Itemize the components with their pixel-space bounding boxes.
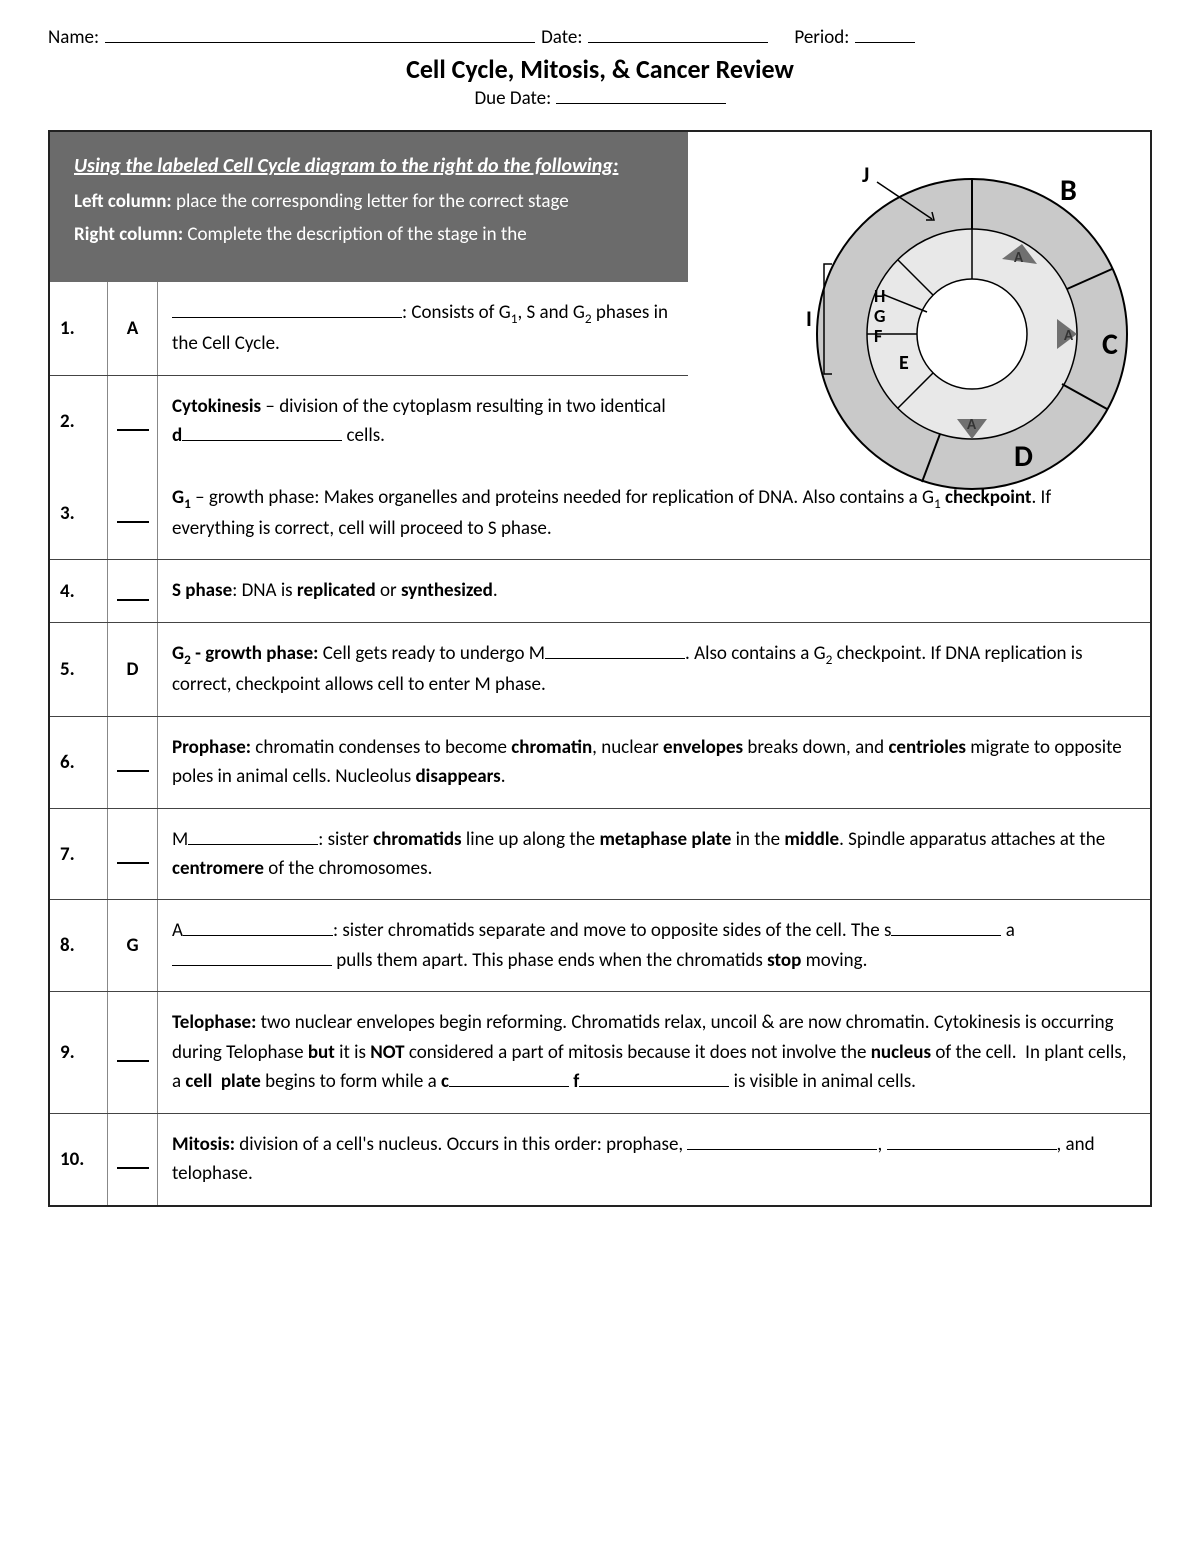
svg-text:A: A (967, 416, 977, 434)
svg-text:A: A (1064, 327, 1074, 345)
instructions-panel: Using the labeled Cell Cycle diagram to … (50, 132, 688, 282)
period-blank[interactable] (855, 22, 915, 43)
page-title: Cell Cycle, Mitosis, & Cancer Review (48, 53, 1152, 85)
question-row: 8.GA: sister chromatids separate and mov… (50, 899, 1150, 991)
row-number: 6. (50, 717, 108, 808)
row-number: 4. (50, 560, 108, 621)
diagram-label-D: D (1014, 438, 1033, 475)
row-answer[interactable]: G (108, 900, 158, 991)
row-number: 5. (50, 623, 108, 716)
due-date-line: Due Date: (48, 85, 1152, 110)
question-row: 10. Mitosis: division of a cell's nucleus… (50, 1113, 1150, 1205)
name-blank[interactable] (105, 22, 535, 43)
question-row: 7. M: sister chromatids line up along the… (50, 808, 1150, 900)
row-description: Mitosis: division of a cell's nucleus. O… (158, 1114, 1150, 1205)
diagram-label-C: C (1102, 326, 1118, 363)
diagram-label-J: J (862, 161, 869, 188)
row-answer[interactable] (108, 1114, 158, 1205)
row-number: 1. (50, 282, 108, 375)
diagram-label-G: G (874, 305, 885, 327)
row-description: Cytokinesis – division of the cytoplasm … (158, 376, 688, 467)
row-description: M: sister chromatids line up along the m… (158, 809, 1150, 900)
row-answer[interactable]: A (108, 282, 158, 375)
row-description: G2 - growth phase: Cell gets ready to un… (158, 623, 1150, 716)
row-answer[interactable] (108, 376, 158, 467)
row-description: : Consists of G1, S and G2 phases in the… (158, 282, 688, 375)
instructions-left: Left column: place the corresponding let… (74, 190, 664, 213)
row-answer[interactable] (108, 467, 158, 560)
row-answer[interactable] (108, 992, 158, 1112)
row-description: A: sister chromatids separate and move t… (158, 900, 1150, 991)
instructions-right: Right column: Complete the description o… (74, 223, 664, 246)
row-answer[interactable]: D (108, 623, 158, 716)
due-date-blank[interactable] (556, 85, 726, 104)
row-description: S phase: DNA is replicated or synthesize… (158, 560, 1150, 621)
question-row: 4. S phase: DNA is replicated or synthesi… (50, 559, 1150, 621)
instructions-heading: Using the labeled Cell Cycle diagram to … (74, 154, 664, 178)
svg-text:A: A (1014, 249, 1024, 267)
due-date-label: Due Date: (474, 87, 551, 110)
question-row: 2. Cytokinesis – division of the cytoplas… (50, 375, 688, 467)
row-number: 2. (50, 376, 108, 467)
cell-cycle-diagram: A A A B C D E F G H I J (702, 144, 1132, 504)
row-description: Prophase: chromatin condenses to become … (158, 717, 1150, 808)
date-blank[interactable] (588, 22, 768, 43)
row-answer[interactable] (108, 717, 158, 808)
question-row: 1.A: Consists of G1, S and G2 phases in … (50, 282, 688, 375)
row-number: 8. (50, 900, 108, 991)
narrow-rows-block: 1.A: Consists of G1, S and G2 phases in … (50, 282, 688, 467)
row-description: Telophase: two nuclear envelopes begin r… (158, 992, 1150, 1112)
date-label: Date: (541, 26, 582, 49)
row-number: 7. (50, 809, 108, 900)
name-label: Name: (48, 26, 99, 49)
question-row: 6. Prophase: chromatin condenses to becom… (50, 716, 1150, 808)
top-area: Using the labeled Cell Cycle diagram to … (50, 132, 1150, 467)
period-label: Period: (794, 26, 849, 49)
row-number: 3. (50, 467, 108, 560)
diagram-label-E: E (899, 351, 909, 375)
diagram-label-H: H (874, 285, 885, 307)
row-answer[interactable] (108, 560, 158, 621)
diagram-label-F: F (874, 325, 882, 347)
question-row: 9. Telophase: two nuclear envelopes begin… (50, 991, 1150, 1112)
question-row: 5.DG2 - growth phase: Cell gets ready to… (50, 622, 1150, 716)
main-box: Using the labeled Cell Cycle diagram to … (48, 130, 1152, 1207)
header-line: Name: Date: Period: (48, 22, 1152, 49)
diagram-label-I: I (806, 305, 812, 332)
diagram-label-B: B (1060, 172, 1077, 209)
row-number: 9. (50, 992, 108, 1112)
row-number: 10. (50, 1114, 108, 1205)
row-answer[interactable] (108, 809, 158, 900)
wide-rows-block: 3.G1 – growth phase: Makes organelles an… (50, 467, 1150, 1205)
